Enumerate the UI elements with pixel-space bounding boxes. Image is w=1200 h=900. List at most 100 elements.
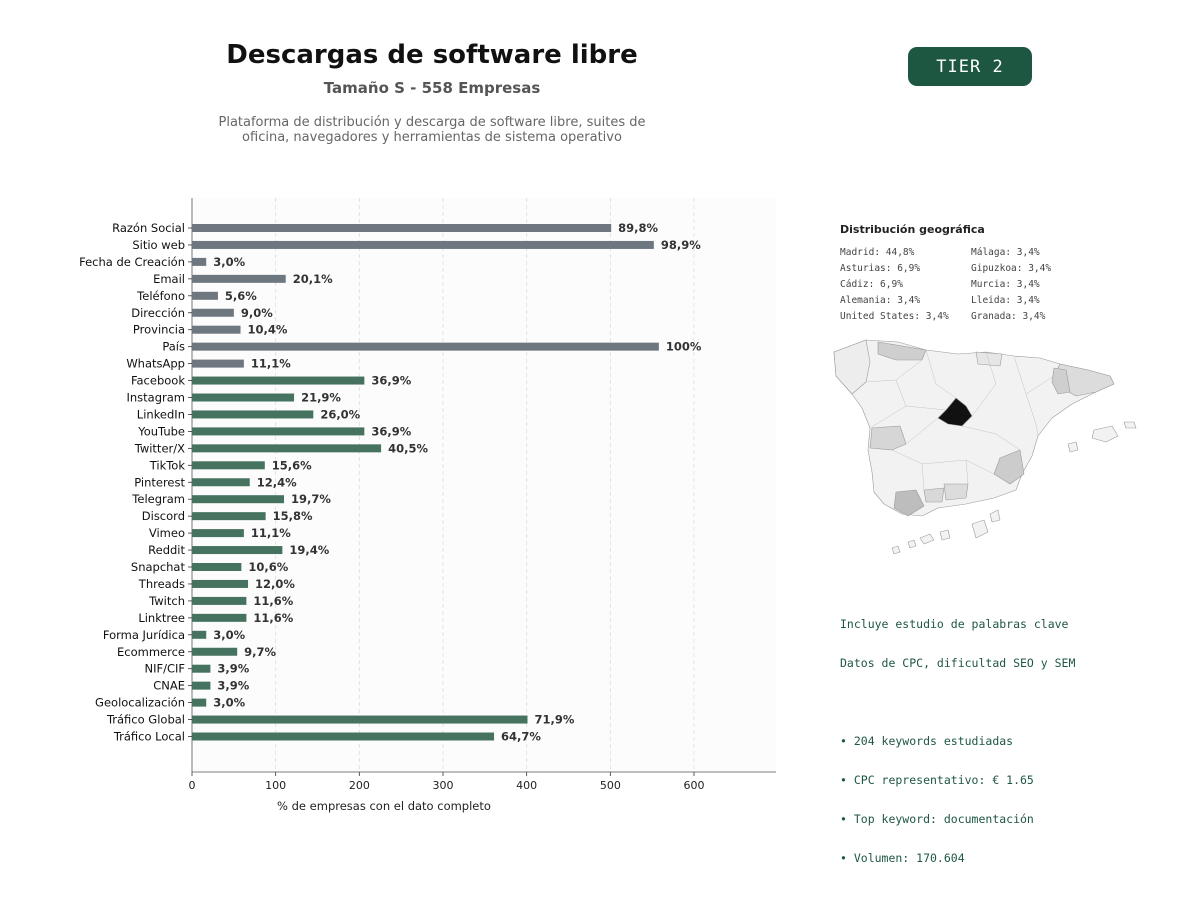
- data-label: 19,4%: [289, 543, 329, 557]
- x-tick-label: 300: [433, 779, 454, 792]
- spain-map: [833, 339, 1137, 555]
- bar: [192, 393, 295, 402]
- y-tick-label: Twitter/X: [134, 441, 185, 455]
- map-canary-2: [939, 529, 951, 541]
- y-tick-label: LinkedIn: [137, 407, 185, 421]
- page-title: Descargas de software libre: [226, 40, 638, 70]
- data-label: 26,0%: [320, 407, 360, 421]
- bar: [192, 647, 238, 656]
- data-label: 9,7%: [244, 645, 276, 659]
- y-tick-label: Discord: [142, 509, 185, 523]
- bar-chart: 0 100 200 300 400 500 600 Razón Social 89,8% Siti…: [79, 198, 776, 813]
- data-label: 3,0%: [213, 628, 245, 642]
- y-tick-label: Instagram: [126, 391, 185, 405]
- geo-item: Lleida: 3,4%: [971, 295, 1040, 306]
- map-balearics-menorca: [1123, 421, 1137, 429]
- y-tick-label: Ecommerce: [117, 645, 185, 659]
- map-region-asturias: [877, 341, 927, 361]
- geo-item: Asturias: 6,9%: [840, 263, 921, 274]
- tier-badge: TIER 2: [908, 47, 1032, 86]
- keywords-bullet-2: • CPC representativo: € 1.65: [840, 773, 1034, 787]
- bar: [192, 681, 211, 690]
- map-region-malaga: [923, 487, 945, 503]
- geo-item: Alemania: 3,4%: [840, 295, 921, 306]
- map-region-basque: [975, 351, 1003, 367]
- map-borders: [865, 349, 1055, 491]
- keywords-line-1: Incluye estudio de palabras clave: [840, 617, 1069, 631]
- data-label: 3,0%: [213, 255, 245, 269]
- bar: [192, 596, 247, 605]
- x-tick-label: 600: [684, 779, 705, 792]
- data-label: 15,8%: [273, 509, 313, 523]
- data-label: 10,6%: [248, 560, 288, 574]
- bar: [192, 342, 659, 351]
- keywords-bullet-3: • Top keyword: documentación: [840, 812, 1034, 826]
- map-region-lleida: [1051, 367, 1071, 395]
- bar: [192, 376, 365, 385]
- page-subtitle: Tamaño S - 558 Empresas: [323, 79, 541, 97]
- x-tick-label: 200: [349, 779, 370, 792]
- x-tick-label: 0: [189, 779, 196, 792]
- geo-item: Murcia: 3,4%: [971, 279, 1040, 290]
- y-tick-label: Linktree: [138, 611, 185, 625]
- plot-background: [192, 198, 776, 772]
- data-label: 11,6%: [253, 611, 293, 625]
- map-canary-3: [971, 519, 989, 539]
- y-tick-label: Forma Jurídica: [103, 628, 185, 642]
- bar: [192, 630, 207, 639]
- bar: [192, 427, 365, 436]
- data-label: 36,9%: [371, 424, 411, 438]
- bar: [192, 495, 285, 504]
- y-tick-label: Tráfico Local: [113, 730, 185, 744]
- data-label: 11,1%: [251, 357, 291, 371]
- bar: [192, 240, 654, 249]
- x-axis-title: % de empresas con el dato completo: [277, 799, 491, 813]
- y-tick-label: YouTube: [137, 424, 185, 438]
- y-tick-label: Fecha de Creación: [79, 255, 185, 269]
- y-tick-label: Vimeo: [149, 526, 185, 540]
- x-tick-label: 500: [600, 779, 621, 792]
- y-tick-label: Reddit: [148, 543, 185, 557]
- y-tick-label: Twitch: [148, 594, 185, 608]
- y-tick-label: Telegram: [131, 492, 185, 506]
- y-tick-label: Facebook: [131, 374, 185, 388]
- data-label: 11,1%: [251, 526, 291, 540]
- y-tick-label: CNAE: [153, 679, 185, 693]
- data-label: 10,4%: [248, 323, 288, 337]
- data-label: 9,0%: [241, 306, 273, 320]
- y-tick-label: TikTok: [149, 458, 186, 472]
- bar: [192, 546, 283, 555]
- map-balearics-ibiza: [1067, 441, 1079, 453]
- y-tick-label: Email: [153, 272, 185, 286]
- bar: [192, 325, 241, 334]
- data-label: 36,9%: [371, 374, 411, 388]
- map-region-granada: [943, 483, 969, 501]
- bar: [192, 444, 382, 453]
- x-tick-label: 400: [516, 779, 537, 792]
- y-tick-label: Razón Social: [112, 221, 185, 235]
- bar: [192, 664, 211, 673]
- data-label: 12,4%: [257, 475, 297, 489]
- data-label: 20,1%: [293, 272, 333, 286]
- data-label: 3,0%: [213, 696, 245, 710]
- y-tick-label: Teléfono: [136, 289, 185, 303]
- bar: [192, 529, 244, 538]
- description-line-2: oficina, navegadores y herramientas de s…: [242, 130, 622, 145]
- data-label: 71,9%: [535, 713, 575, 727]
- keywords-bullet-1: • 204 keywords estudiadas: [840, 734, 1014, 748]
- bar: [192, 291, 218, 300]
- bar: [192, 512, 266, 521]
- geo-item: Madrid: 44,8%: [840, 247, 915, 258]
- y-tick-label: NIF/CIF: [144, 662, 185, 676]
- page-description: Plataforma de distribución y descarga de…: [182, 115, 682, 145]
- map-region-madrid: [937, 397, 973, 427]
- data-label: 11,6%: [253, 594, 293, 608]
- map-region-murcia: [993, 449, 1025, 485]
- keywords-panel: Incluye estudio de palabras clave Datos …: [840, 592, 1075, 878]
- keywords-line-2: Datos de CPC, dificultad SEO y SEM: [840, 656, 1076, 670]
- data-label: 21,9%: [301, 391, 341, 405]
- geo-item: Granada: 3,4%: [971, 311, 1046, 322]
- geo-item: Gipuzkoa: 3,4%: [971, 263, 1052, 274]
- data-label: 3,9%: [217, 662, 249, 676]
- map-region-extremadura: [869, 425, 907, 451]
